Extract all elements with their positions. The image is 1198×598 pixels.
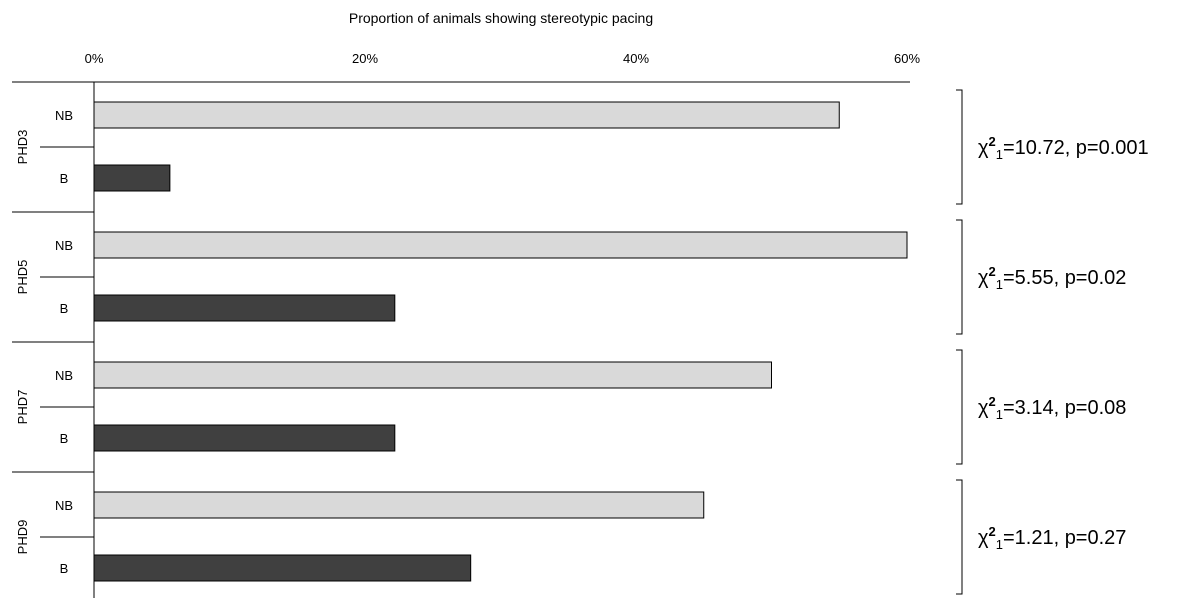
x-tick-label: 40% xyxy=(623,51,649,66)
stat-subscript: 1 xyxy=(996,277,1003,292)
stat-chi: χ xyxy=(978,397,989,419)
category-label: NB xyxy=(55,498,73,513)
bar-b xyxy=(93,294,396,322)
stat-chi: χ xyxy=(978,267,989,289)
stat-superscript: 2 xyxy=(989,524,996,539)
x-tick-labels: 0% 20% 40% 60% xyxy=(85,51,921,66)
bracket xyxy=(956,219,963,335)
axes xyxy=(12,81,910,598)
chart-title: Proportion of animals showing stereotypi… xyxy=(349,10,653,26)
stat-value: =10.72, p=0.001 xyxy=(1003,137,1149,159)
stat-value: =5.55, p=0.02 xyxy=(1003,267,1126,289)
stat-subscript: 1 xyxy=(996,147,1003,162)
x-tick-label: 60% xyxy=(894,51,920,66)
category-label: B xyxy=(60,171,69,186)
group-label: PHD3 xyxy=(15,130,30,165)
bars xyxy=(93,101,908,582)
group-label: PHD9 xyxy=(15,520,30,555)
category-label: B xyxy=(60,561,69,576)
bracket xyxy=(956,479,963,595)
stat-annotation: χ21=5.55, p=0.02 xyxy=(978,264,1126,292)
stat-subscript: 1 xyxy=(996,537,1003,552)
category-label: NB xyxy=(55,238,73,253)
stat-annotation: χ21=1.21, p=0.27 xyxy=(978,524,1126,552)
stat-superscript: 2 xyxy=(989,134,996,149)
bar-b xyxy=(93,554,472,582)
stat-chi: χ xyxy=(978,137,989,159)
stat-value: =3.14, p=0.08 xyxy=(1003,397,1126,419)
stat-superscript: 2 xyxy=(989,264,996,279)
bar-nb xyxy=(93,101,840,129)
stat-annotation: χ21=10.72, p=0.001 xyxy=(978,134,1149,162)
category-label: NB xyxy=(55,108,73,123)
category-label: B xyxy=(60,431,69,446)
bracket xyxy=(956,349,963,465)
category-labels: NB B NB B NB B NB B xyxy=(55,108,73,576)
group-label: PHD5 xyxy=(15,260,30,295)
group-labels: PHD3 PHD5 PHD7 PHD9 xyxy=(15,130,30,555)
category-label: NB xyxy=(55,368,73,383)
bar-nb xyxy=(93,361,772,389)
bracket xyxy=(956,89,963,205)
category-label: B xyxy=(60,301,69,316)
group-label: PHD7 xyxy=(15,390,30,425)
stat-subscript: 1 xyxy=(996,407,1003,422)
stat-annotation: χ21=3.14, p=0.08 xyxy=(978,394,1126,422)
bar-nb xyxy=(93,231,908,259)
stat-superscript: 2 xyxy=(989,394,996,409)
x-tick-label: 20% xyxy=(352,51,378,66)
bar-b xyxy=(93,424,396,452)
bar-nb xyxy=(93,491,705,519)
x-tick-label: 0% xyxy=(85,51,104,66)
bar-b xyxy=(93,164,171,192)
stat-value: =1.21, p=0.27 xyxy=(1003,527,1126,549)
stat-chi: χ xyxy=(978,527,989,549)
